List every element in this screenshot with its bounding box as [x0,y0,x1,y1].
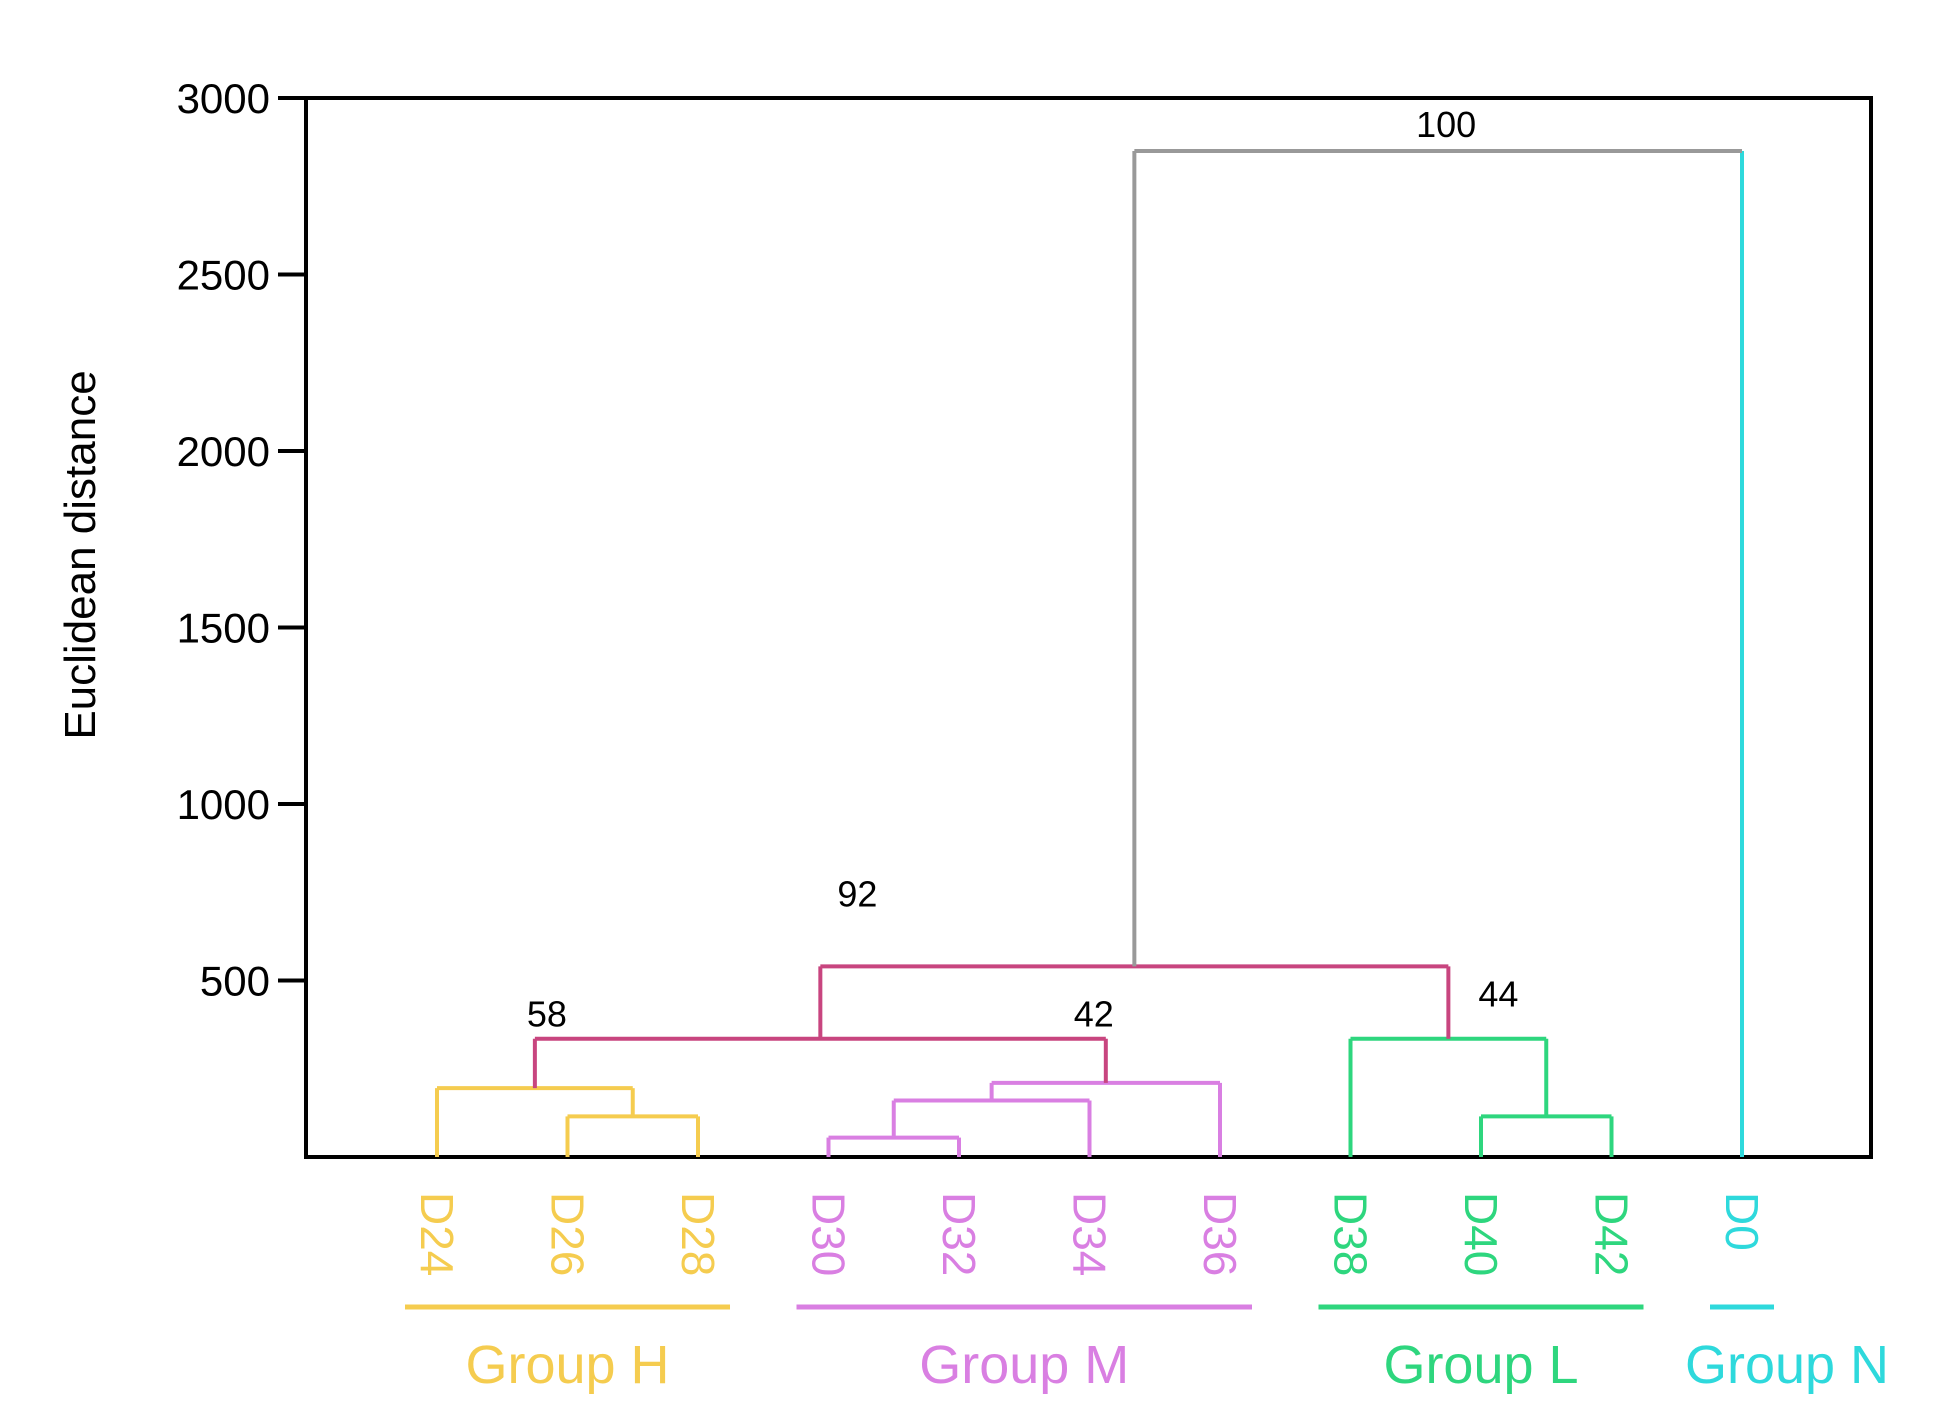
y-tick-label-1500: 1500 [177,605,270,652]
leaf-label-d32: D32 [933,1192,985,1276]
node-label-hm-right: 42 [1074,994,1114,1035]
y-tick-label-2500: 2500 [177,252,270,299]
node-label-hml-right: 44 [1478,973,1518,1014]
leaf-label-d38: D38 [1325,1192,1377,1276]
y-axis: 500 1000 1500 2000 2500 3000 [177,75,306,1005]
group-label-n: Group N [1685,1335,1889,1395]
node-label-root: 100 [1416,104,1476,145]
leaf-label-d36: D36 [1194,1192,1246,1276]
y-tick-label-1000: 1000 [177,781,270,828]
y-tick-label-500: 500 [200,958,270,1005]
leaf-label-d28: D28 [672,1192,724,1276]
leaf-label-d26: D26 [542,1192,594,1276]
group-label-l: Group L [1383,1335,1578,1395]
leaf-label-d0: D0 [1716,1192,1768,1251]
group-label-h: Group H [465,1335,669,1395]
leaf-label-d40: D40 [1455,1192,1507,1276]
leaf-label-d30: D30 [803,1192,855,1276]
leaf-label-d24: D24 [411,1192,463,1276]
y-axis-title: Euclidean distance [56,370,105,739]
node-label-hml: 92 [837,873,877,914]
y-tick-label-2000: 2000 [177,428,270,475]
leaf-label-d42: D42 [1586,1192,1638,1276]
leaf-labels: D24 D26 D28 D30 D32 D34 D36 D38 D40 D42 D0 [411,1192,1768,1276]
y-tick-label-3000: 3000 [177,75,270,122]
group-label-m: Group M [919,1335,1129,1395]
dendrogram-links [435,148,1744,1157]
node-label-hm-left: 58 [527,994,567,1035]
leaf-label-d34: D34 [1064,1192,1116,1276]
group-markers: Group H Group M Group L Group N [405,1304,1889,1395]
node-labels: 58 42 92 44 100 [527,104,1519,1035]
